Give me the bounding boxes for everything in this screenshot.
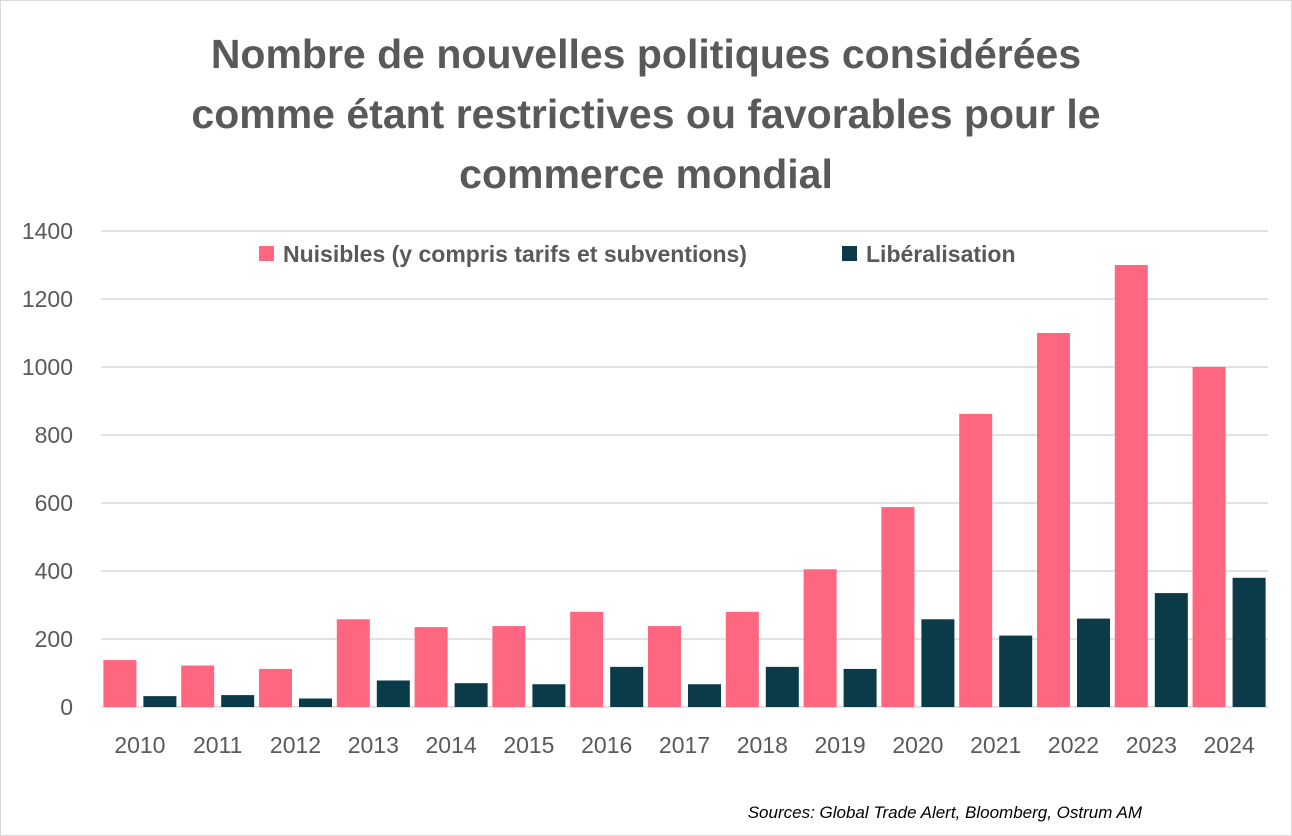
legend-nuisibles-swatch	[259, 246, 274, 261]
y-tick-label: 400	[35, 558, 73, 584]
x-tick-label: 2016	[581, 732, 632, 758]
bar-nuisibles	[881, 507, 915, 707]
bar-liberalisation	[454, 683, 488, 707]
x-tick-label: 2011	[193, 732, 242, 758]
x-tick-label: 2013	[348, 732, 399, 758]
bar-nuisibles	[725, 611, 759, 707]
bar-liberalisation	[610, 666, 644, 707]
bar-liberalisation	[299, 698, 332, 707]
chart-title-line-3: commerce mondial	[459, 151, 833, 197]
bar-liberalisation	[688, 684, 721, 707]
bar-liberalisation	[532, 684, 566, 707]
bar-nuisibles	[181, 665, 215, 707]
chart-title-line-2: comme étant restrictives ou favorables p…	[191, 91, 1101, 137]
bar-liberalisation	[765, 666, 799, 707]
bar-nuisibles	[1114, 265, 1148, 707]
bar-liberalisation	[376, 680, 410, 707]
bar-liberalisation	[1154, 593, 1188, 707]
y-tick-label: 1000	[22, 354, 73, 380]
y-tick-label: 200	[35, 626, 73, 652]
x-tick-label: 2020	[892, 732, 943, 758]
y-tick-label: 1200	[22, 286, 73, 312]
x-tick-label: 2022	[1048, 732, 1099, 758]
y-tick-label: 800	[35, 422, 73, 448]
bar-liberalisation	[1232, 577, 1266, 707]
x-tick-label: 2010	[114, 732, 165, 758]
y-tick-label: 600	[35, 490, 73, 516]
legend-liberalisation-swatch	[842, 246, 857, 261]
legend-liberalisation-label: Libéralisation	[866, 241, 1016, 267]
bar-liberalisation	[843, 668, 877, 707]
bar-nuisibles	[259, 668, 292, 707]
x-tick-label: 2019	[815, 732, 866, 758]
x-tick-label: 2017	[659, 732, 710, 758]
bar-nuisibles	[648, 626, 681, 707]
bar-liberalisation	[221, 695, 255, 707]
y-tick-label: 0	[60, 694, 73, 720]
bar-nuisibles	[570, 611, 604, 707]
chart-title-line-1: Nombre de nouvelles politiques considéré…	[210, 31, 1082, 77]
bar-nuisibles	[492, 626, 526, 707]
x-tick-label: 2014	[426, 732, 477, 758]
y-tick-label: 1400	[22, 218, 73, 244]
bar-nuisibles	[1037, 333, 1070, 707]
x-tick-label: 2018	[737, 732, 788, 758]
x-tick-label: 2015	[503, 732, 554, 758]
bar-liberalisation	[143, 696, 177, 707]
bar-liberalisation	[1077, 618, 1110, 707]
bar-nuisibles	[103, 660, 137, 707]
x-tick-label: 2021	[970, 732, 1021, 758]
source-note: Sources: Global Trade Alert, Bloomberg, …	[747, 803, 1142, 822]
bar-nuisibles	[803, 569, 837, 707]
x-tick-label: 2024	[1204, 732, 1255, 758]
legend-nuisibles-label: Nuisibles (y compris tarifs et subventio…	[283, 241, 747, 267]
bar-nuisibles	[414, 627, 448, 707]
bar-nuisibles	[959, 413, 993, 707]
bar-nuisibles	[336, 619, 370, 707]
bar-liberalisation	[999, 635, 1033, 707]
bar-nuisibles	[1192, 367, 1226, 707]
x-tick-label: 2012	[270, 732, 321, 758]
bar-liberalisation	[921, 619, 955, 707]
chart-title: Nombre de nouvelles politiques considéré…	[0, 24, 1292, 204]
x-tick-label: 2023	[1126, 732, 1177, 758]
